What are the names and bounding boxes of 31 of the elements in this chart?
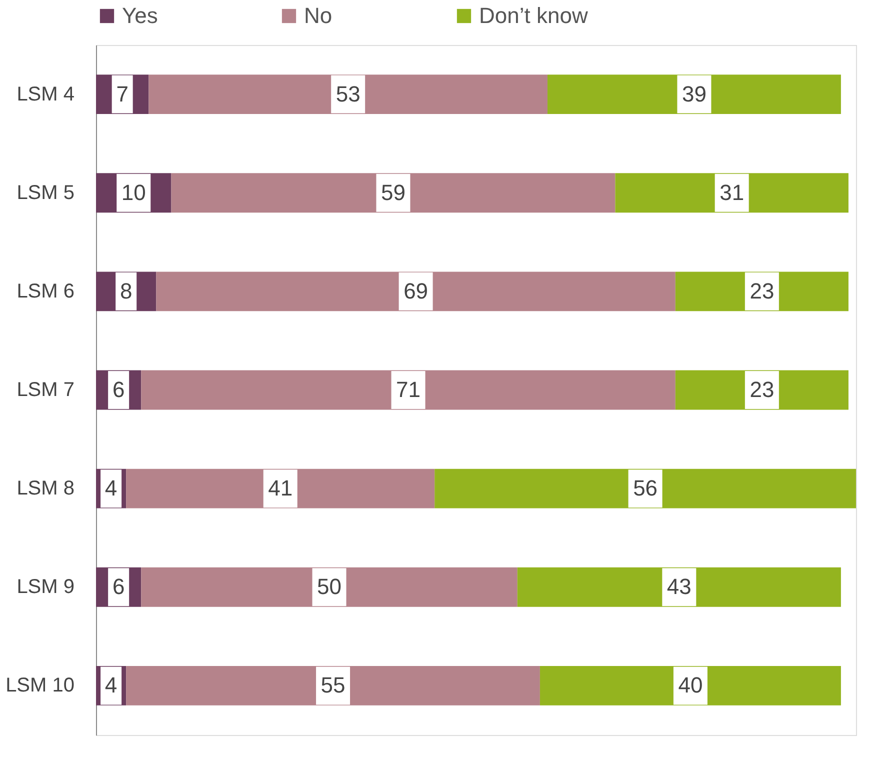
data-label: 71 xyxy=(396,377,421,402)
data-label: 56 xyxy=(633,476,658,501)
data-label: 59 xyxy=(380,180,406,205)
legend-label: Yes xyxy=(122,3,158,28)
legend-label: No xyxy=(304,3,332,28)
data-label: 4 xyxy=(104,476,118,501)
y-tick-label: LSM 9 xyxy=(16,576,74,598)
y-tick-label: LSM 10 xyxy=(6,674,74,697)
y-tick-label: LSM 7 xyxy=(16,379,74,401)
data-label: 23 xyxy=(750,377,774,402)
data-label: 43 xyxy=(666,574,692,600)
y-tick-label: LSM 4 xyxy=(16,83,74,106)
y-tick-label: LSM 5 xyxy=(16,182,74,204)
data-label: 8 xyxy=(120,278,132,304)
data-label: 41 xyxy=(268,476,293,501)
legend-label: Don’t know xyxy=(479,3,588,28)
data-label: 40 xyxy=(678,672,703,698)
data-label: 7 xyxy=(116,81,128,106)
data-label: 55 xyxy=(320,672,346,698)
y-tick-label: LSM 8 xyxy=(16,478,74,500)
data-label: 69 xyxy=(404,278,428,304)
data-label: 53 xyxy=(336,81,360,106)
data-label: 23 xyxy=(750,278,774,304)
data-label: 50 xyxy=(317,574,342,600)
data-label: 10 xyxy=(121,180,146,205)
data-label: 39 xyxy=(682,81,706,106)
data-label: 6 xyxy=(112,377,125,402)
data-label: 6 xyxy=(112,574,125,600)
data-label: 4 xyxy=(104,672,118,698)
data-label: 31 xyxy=(720,180,744,205)
y-tick-label: LSM 6 xyxy=(16,280,74,302)
